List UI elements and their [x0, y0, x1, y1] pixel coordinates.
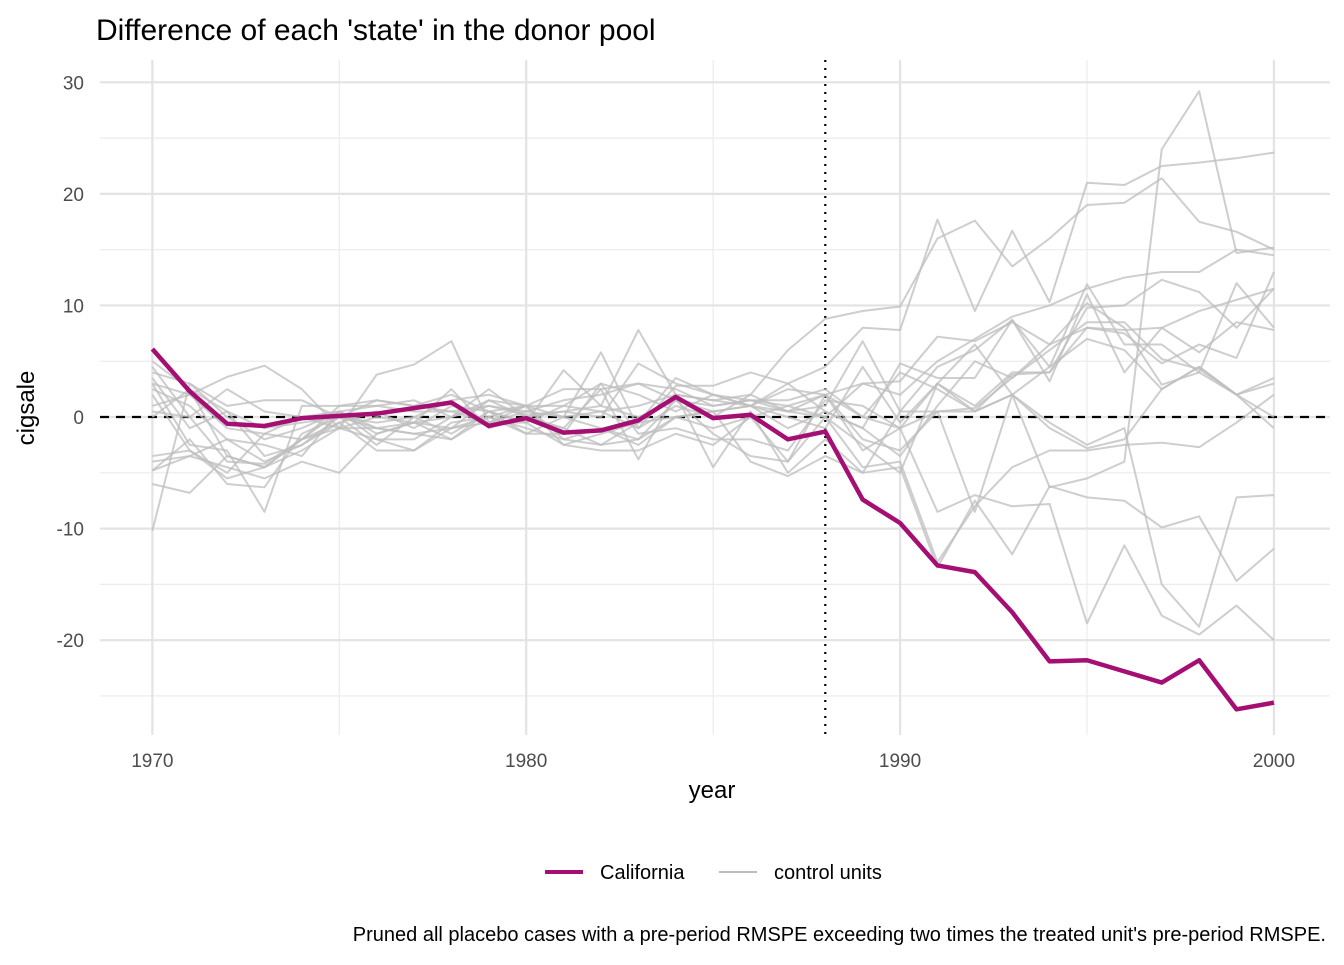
y-axis-title: cigsale	[13, 371, 40, 446]
y-tick-label: -10	[57, 520, 84, 541]
y-tick-label: 20	[63, 185, 84, 206]
x-tick-label: 2000	[1253, 751, 1295, 772]
x-tick-label: 1990	[879, 751, 921, 772]
california-line	[150, 347, 1275, 712]
y-tick-label: 0	[73, 408, 84, 429]
legend-label-california: California	[600, 862, 685, 884]
chart-title: Difference of each 'state' in the donor …	[96, 14, 656, 47]
x-tick-label: 1980	[505, 751, 547, 772]
y-tick-label: 30	[63, 73, 84, 94]
legend-label-control-units: control units	[774, 862, 882, 884]
x-tick-label: 1970	[131, 751, 173, 772]
y-tick-label: 10	[63, 296, 84, 317]
x-axis-title: year	[689, 777, 736, 804]
legend: California control units	[545, 862, 882, 884]
reference-lines	[100, 60, 1330, 735]
chart-caption: Pruned all placebo cases with a pre-peri…	[353, 924, 1326, 946]
axis-tick-labels: 1970 1980 1990 2000 -20 -10 0 10 20 30	[57, 73, 1296, 772]
grid-lines	[100, 60, 1330, 735]
y-tick-label: -20	[57, 631, 84, 652]
control-unit-line	[152, 365, 1275, 480]
control-unit-line	[152, 337, 1275, 474]
treated-series-layer	[150, 347, 1275, 712]
control-unit-line	[151, 388, 1275, 583]
control-unit-line	[152, 388, 1274, 628]
